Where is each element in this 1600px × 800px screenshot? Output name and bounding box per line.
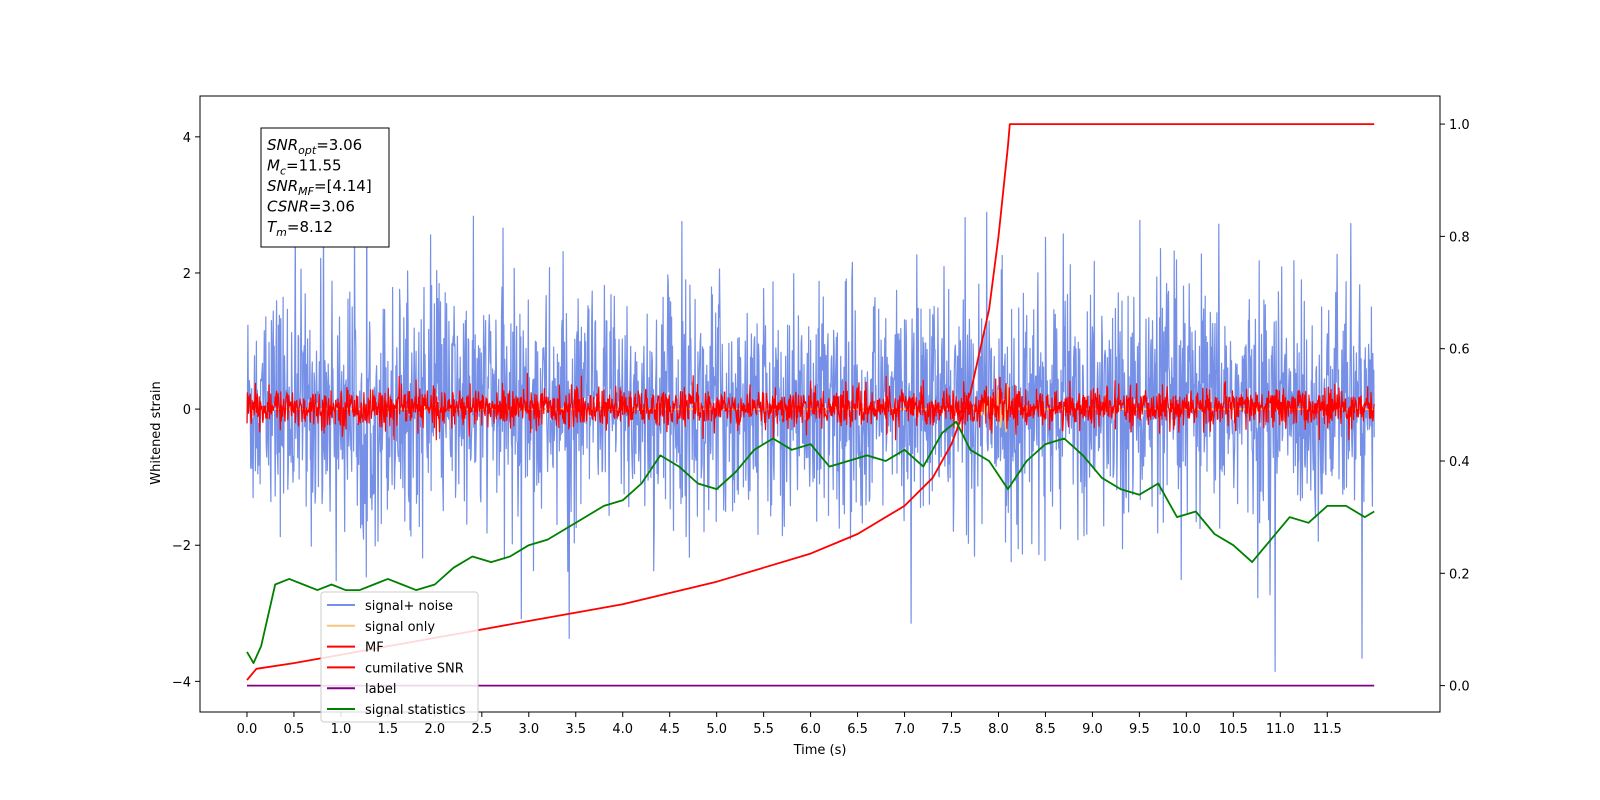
x-tick-label: 2.0 <box>425 722 446 737</box>
x-tick-label: 5.0 <box>706 722 727 737</box>
x-tick-label: 6.0 <box>800 722 821 737</box>
series-line-signal-statistics <box>246 420 1375 664</box>
series-line-mf <box>246 373 1375 441</box>
legend-frame <box>320 591 479 723</box>
y-axis-right: 1.0 0.8 0.6 0.4 0.2 0.0 <box>1440 118 1470 695</box>
legend-label-signal-only: signal only <box>365 620 435 635</box>
x-tick-label: 7.0 <box>894 722 915 737</box>
x-tick-label: 4.5 <box>659 722 680 737</box>
x-tick-label: 0.5 <box>284 722 305 737</box>
x-tick-label: 6.5 <box>847 722 868 737</box>
annotation-line: SNRMF=[4.14] <box>267 177 372 198</box>
y-right-tick-label: 1.0 <box>1449 118 1470 133</box>
x-tick-label: 7.5 <box>941 722 962 737</box>
x-tick-label: 11.5 <box>1313 722 1342 737</box>
stats-annotation: SNRopt=3.06Mc=11.55SNRMF=[4.14]CSNR=3.06… <box>260 127 390 248</box>
x-axis: 0.0 0.5 1.0 1.5 2.0 2.5 3.0 3.5 4.0 4.5 5.0 5.5 6.0 6… <box>237 712 1342 737</box>
y-left-tick-label: −4 <box>172 675 191 690</box>
x-axis-label: Time (s) <box>793 743 847 758</box>
x-tick-label: 3.5 <box>565 722 586 737</box>
annotation-frame <box>260 127 390 248</box>
annotation-line: Mc=11.55 <box>267 157 342 178</box>
y-right-tick-label: 0.2 <box>1449 567 1470 582</box>
x-tick-label: 8.0 <box>988 722 1009 737</box>
y-left-tick-label: −2 <box>172 539 191 554</box>
x-tick-label: 5.5 <box>753 722 774 737</box>
x-tick-label: 8.5 <box>1035 722 1056 737</box>
x-tick-label: 9.5 <box>1129 722 1150 737</box>
y-left-tick-label: 0 <box>183 403 191 418</box>
legend-label-signal-noise: signal+ noise <box>365 599 453 614</box>
legend: signal+ noise signal only MF cumilative SNR… <box>320 591 479 723</box>
x-tick-label: 4.0 <box>612 722 633 737</box>
x-tick-label: 1.5 <box>378 722 399 737</box>
y-right-tick-label: 0.6 <box>1449 343 1470 358</box>
x-tick-label: 11.0 <box>1266 722 1295 737</box>
annotation-line: CSNR=3.06 <box>267 198 355 216</box>
y-right-tick-label: 0.8 <box>1449 230 1470 245</box>
y-right-tick-label: 0.4 <box>1449 455 1470 470</box>
x-tick-label: 9.0 <box>1082 722 1103 737</box>
legend-label-mf: MF <box>365 641 384 656</box>
x-tick-label: 1.0 <box>331 722 352 737</box>
x-tick-label: 2.5 <box>471 722 492 737</box>
x-tick-label: 3.0 <box>518 722 539 737</box>
legend-label-label: label <box>365 682 396 697</box>
annotation-line: SNRopt=3.06 <box>267 136 362 157</box>
legend-label-signal-statistics: signal statistics <box>365 703 466 718</box>
x-tick-label: 0.0 <box>237 722 258 737</box>
y-right-tick-label: 0.0 <box>1449 680 1470 695</box>
x-tick-label: 10.0 <box>1172 722 1201 737</box>
y-axis-left: 4 2 0 −2 −4 <box>172 131 200 690</box>
y-left-tick-label: 4 <box>183 131 191 146</box>
y-axis-left-label: Whitened strain <box>149 381 164 484</box>
x-tick-label: 10.5 <box>1219 722 1248 737</box>
annotation-line: Tm=8.12 <box>267 218 333 239</box>
legend-label-cumilative-snr: cumilative SNR <box>365 661 464 676</box>
y-left-tick-label: 2 <box>183 267 191 282</box>
plot-frame <box>199 95 1441 713</box>
